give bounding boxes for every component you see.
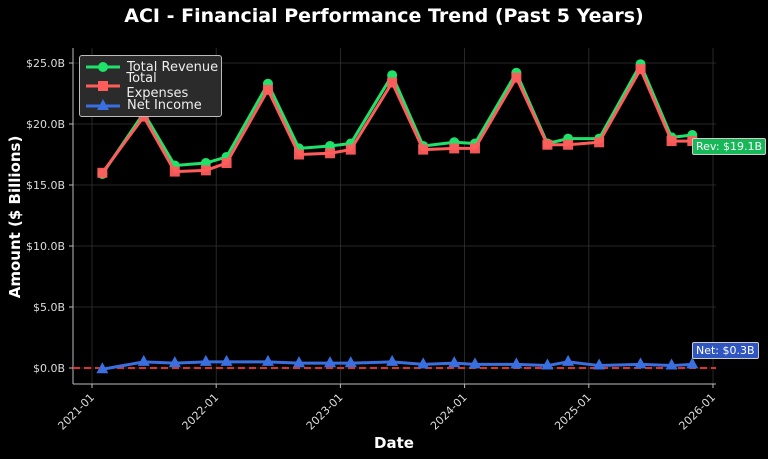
svg-text:2025-01: 2025-01: [552, 391, 594, 433]
legend-item-revenue: Total Revenue: [86, 58, 218, 76]
svg-text:Date: Date: [374, 434, 414, 452]
svg-text:$25.0B: $25.0B: [26, 57, 65, 70]
svg-text:2021-01: 2021-01: [55, 391, 97, 433]
square-icon: [86, 79, 120, 93]
svg-text:2022-01: 2022-01: [180, 391, 222, 433]
svg-text:$20.0B: $20.0B: [26, 118, 65, 131]
chart-title: ACI - Financial Performance Trend (Past …: [124, 5, 644, 27]
revenue-annotation: Rev: $19.1B: [692, 138, 767, 155]
svg-text:$0.0B: $0.0B: [33, 362, 65, 375]
svg-text:Amount ($ Billions): Amount ($ Billions): [6, 136, 24, 299]
triangle-icon: [86, 98, 120, 112]
circle-icon: [86, 60, 120, 74]
legend: Total Revenue Total Expenses Net Income: [79, 55, 222, 117]
svg-text:$15.0B: $15.0B: [26, 179, 65, 192]
svg-text:2023-01: 2023-01: [304, 391, 346, 433]
legend-item-expenses: Total Expenses: [86, 71, 221, 101]
net-income-annotation: Net: $0.3B: [692, 342, 759, 359]
svg-text:2024-01: 2024-01: [428, 391, 470, 433]
svg-text:2026-01: 2026-01: [676, 391, 718, 433]
legend-item-net-income: Net Income: [86, 96, 202, 114]
svg-text:$10.0B: $10.0B: [26, 240, 65, 253]
svg-text:$5.0B: $5.0B: [33, 301, 65, 314]
